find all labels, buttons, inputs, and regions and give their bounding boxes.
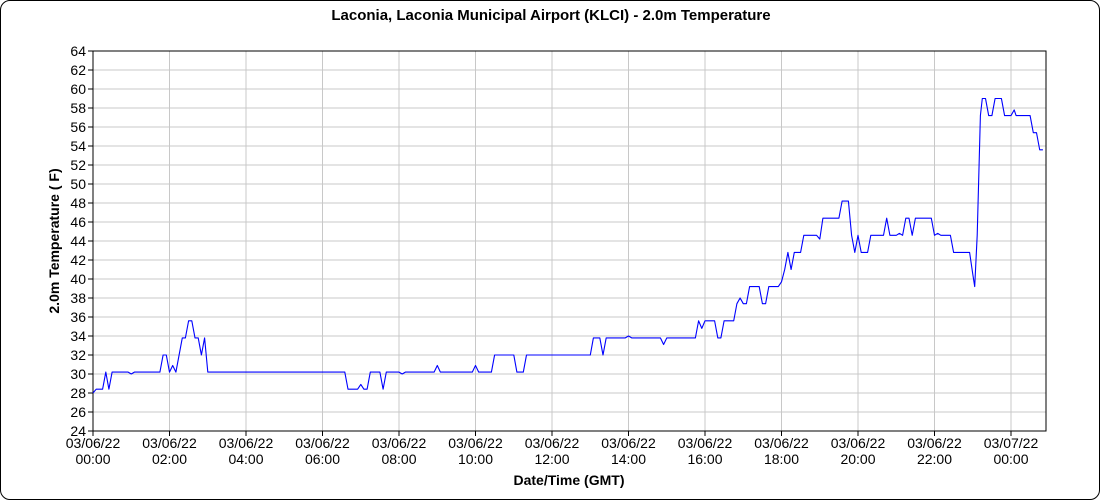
y-tick-label: 44 — [70, 233, 86, 249]
y-tick-label: 56 — [70, 119, 86, 135]
y-tick-label: 62 — [70, 62, 86, 78]
x-tick-date-label: 03/06/22 — [678, 435, 733, 451]
x-tick-time-label: 00:00 — [993, 451, 1028, 467]
x-tick-time-label: 08:00 — [381, 451, 416, 467]
x-tick-time-label: 06:00 — [305, 451, 340, 467]
y-tick-label: 54 — [70, 138, 86, 154]
y-tick-label: 46 — [70, 214, 86, 230]
y-tick-label: 26 — [70, 404, 86, 420]
x-tick-date-label: 03/06/22 — [754, 435, 809, 451]
x-tick-date-label: 03/06/22 — [601, 435, 656, 451]
y-axis-ticks: 24 26 28 30 32 34 36 38 40 42 44 46 48 50 52 54 56 58 60 62… — [70, 43, 93, 439]
x-tick-date-label: 03/06/22 — [295, 435, 350, 451]
y-tick-label: 28 — [70, 385, 86, 401]
x-tick-time-label: 04:00 — [228, 451, 263, 467]
x-axis-ticks: 03/06/2200:0003/06/2202:0003/06/2204:000… — [66, 431, 1039, 467]
x-tick-date-label: 03/06/22 — [907, 435, 962, 451]
y-tick-label: 52 — [70, 157, 86, 173]
x-tick-time-label: 14:00 — [611, 451, 646, 467]
x-tick-time-label: 00:00 — [75, 451, 110, 467]
series-group — [92, 97, 1043, 394]
y-tick-label: 40 — [70, 271, 86, 287]
y-tick-label: 38 — [70, 290, 86, 306]
y-tick-label: 42 — [70, 252, 86, 268]
x-tick-time-label: 18:00 — [764, 451, 799, 467]
chart-title: Laconia, Laconia Municipal Airport (KLCI… — [331, 7, 770, 24]
temperature-line — [92, 97, 1043, 394]
y-tick-label: 34 — [70, 328, 86, 344]
x-tick-time-label: 22:00 — [917, 451, 952, 467]
x-tick-date-label: 03/06/22 — [219, 435, 274, 451]
y-tick-label: 50 — [70, 176, 86, 192]
x-tick-time-label: 20:00 — [840, 451, 875, 467]
x-tick-date-label: 03/06/22 — [372, 435, 427, 451]
y-tick-label: 30 — [70, 366, 86, 382]
y-tick-label: 32 — [70, 347, 86, 363]
x-tick-date-label: 03/06/22 — [448, 435, 503, 451]
y-axis-label: 2.0m Temperature ( F) — [46, 168, 62, 313]
x-tick-date-label: 03/06/22 — [66, 435, 121, 451]
x-tick-time-label: 16:00 — [687, 451, 722, 467]
x-tick-date-label: 03/06/22 — [142, 435, 197, 451]
y-tick-label: 48 — [70, 195, 86, 211]
y-tick-label: 24 — [70, 423, 86, 439]
y-tick-label: 64 — [70, 43, 86, 59]
y-tick-label: 58 — [70, 100, 86, 116]
x-tick-time-label: 02:00 — [152, 451, 187, 467]
x-tick-date-label: 03/06/22 — [831, 435, 886, 451]
x-tick-date-label: 03/06/22 — [525, 435, 580, 451]
x-tick-date-label: 03/07/22 — [984, 435, 1039, 451]
x-tick-time-label: 10:00 — [458, 451, 493, 467]
y-tick-label: 60 — [70, 81, 86, 97]
x-tick-time-label: 12:00 — [534, 451, 569, 467]
x-axis-label: Date/Time (GMT) — [514, 472, 625, 488]
grid — [92, 50, 1046, 432]
y-tick-label: 36 — [70, 309, 86, 325]
